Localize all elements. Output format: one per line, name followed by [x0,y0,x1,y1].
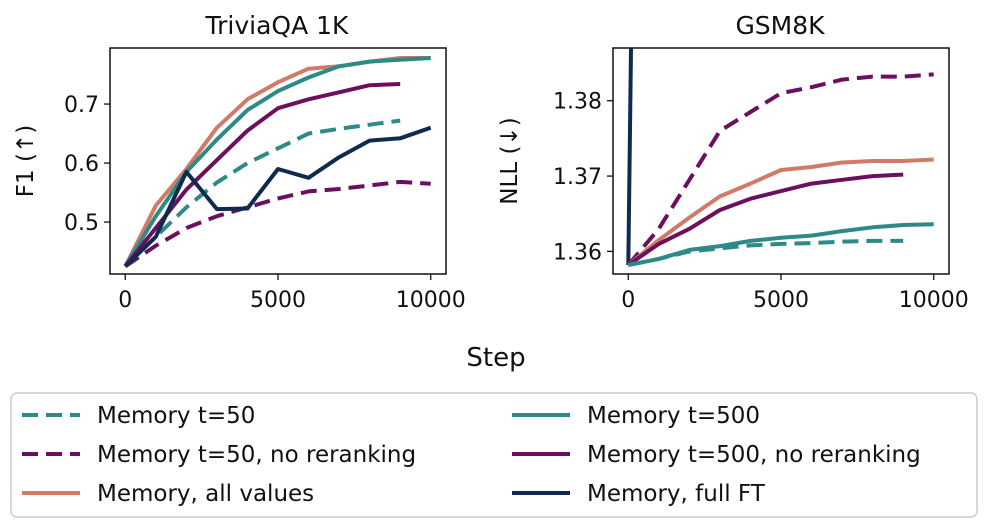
series-line-memory-t-50 [627,238,904,267]
legend: Memory t=50 Memory t=500 Memory t=50, no r… [10,392,978,518]
series-line-memory-t-50 [123,118,401,268]
y-tick-label: 1.36 [553,240,602,265]
legend-label: Memory, full FT [587,481,766,507]
x-tick-label: 10000 [899,288,969,313]
x-tick-label: 5000 [250,288,306,313]
x-tick-label: 5000 [753,288,809,313]
x-tick-label: 0 [621,288,635,313]
series-line-memory-all-values [627,157,934,267]
x-axis-label: Step [466,343,525,373]
axis-ticks: 0 5000 10000 0.5 0.6 0.7 [64,93,466,313]
y-tick-label: 1.37 [553,165,602,190]
chart-title: TriviaQA 1K [205,11,350,40]
series-line-memory-t-500 [123,56,431,268]
x-tick-label: 0 [118,288,132,313]
series-line-memory-full-ft [123,125,432,268]
y-tick-label: 0.6 [64,152,99,177]
series-line-memory-full-ft [626,48,634,266]
axis-ticks: 0 5000 10000 1.36 1.37 1.38 [553,90,969,313]
legend-label: Memory t=50, no reranking [97,442,416,468]
legend-label: Memory, all values [97,481,314,507]
y-axis-label: NLL (↓) [497,117,523,204]
y-tick-label: 1.38 [553,90,602,115]
legend-frame [10,392,978,518]
series-line-memory-t-500-no-reranking [627,172,904,267]
legend-label: Memory t=50 [97,403,255,429]
y-axis-label: F1 (↑) [13,125,39,197]
series-line-memory-t-50-no-reranking [626,72,934,267]
series-layer [626,48,934,267]
legend-label: Memory t=500 [587,403,760,429]
x-tick-label: 10000 [396,288,466,313]
chart-title: GSM8K [735,11,825,40]
chart-triviaqa: TriviaQA 1K F1 (↑) 0 5000 10000 0.5 0.6 0.7 [13,11,466,313]
y-tick-label: 0.5 [64,211,99,236]
chart-gsm8k: GSM8K NLL (↓) 0 5000 10000 1.36 1.37 1.38 [497,11,969,313]
y-tick-label: 0.7 [64,93,99,118]
legend-label: Memory t=500, no reranking [587,442,921,468]
series-layer [123,56,432,268]
series-line-memory-t-50-no-reranking [124,179,431,268]
